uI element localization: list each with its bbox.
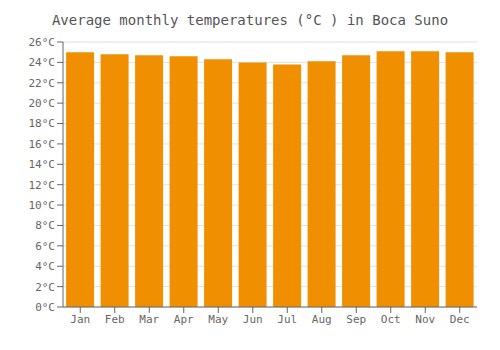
svg-text:Sep: Sep xyxy=(346,313,366,326)
svg-text:Feb: Feb xyxy=(105,313,125,326)
svg-text:Jun: Jun xyxy=(243,313,263,326)
svg-text:14°C: 14°C xyxy=(29,158,56,171)
svg-text:8°C: 8°C xyxy=(35,219,55,232)
svg-text:Jul: Jul xyxy=(277,313,297,326)
svg-text:4°C: 4°C xyxy=(35,260,55,273)
svg-text:Oct: Oct xyxy=(381,313,401,326)
svg-text:Dec: Dec xyxy=(450,313,470,326)
svg-text:0°C: 0°C xyxy=(35,301,55,314)
svg-text:16°C: 16°C xyxy=(29,138,56,151)
svg-text:Nov: Nov xyxy=(415,313,435,326)
svg-text:12°C: 12°C xyxy=(29,179,56,192)
svg-text:2°C: 2°C xyxy=(35,281,55,294)
svg-text:Jan: Jan xyxy=(70,313,90,326)
svg-text:24°C: 24°C xyxy=(29,56,56,69)
html-text:Average monthly temperatures (: Average monthly temperatures (°C ) in Bo… xyxy=(51,12,449,28)
svg-text:Apr: Apr xyxy=(174,313,194,326)
svg-text:Aug: Aug xyxy=(312,313,332,326)
svg-text:22°C: 22°C xyxy=(29,77,56,90)
svg-text:20°C: 20°C xyxy=(29,97,56,110)
svg-text:Mar: Mar xyxy=(139,313,159,326)
svg-text:May: May xyxy=(208,313,228,326)
svg-text:18°C: 18°C xyxy=(29,117,56,130)
svg-text:10°C: 10°C xyxy=(29,199,56,212)
svg-text:6°C: 6°C xyxy=(35,240,55,253)
svg-text:26°C: 26°C xyxy=(29,36,56,49)
